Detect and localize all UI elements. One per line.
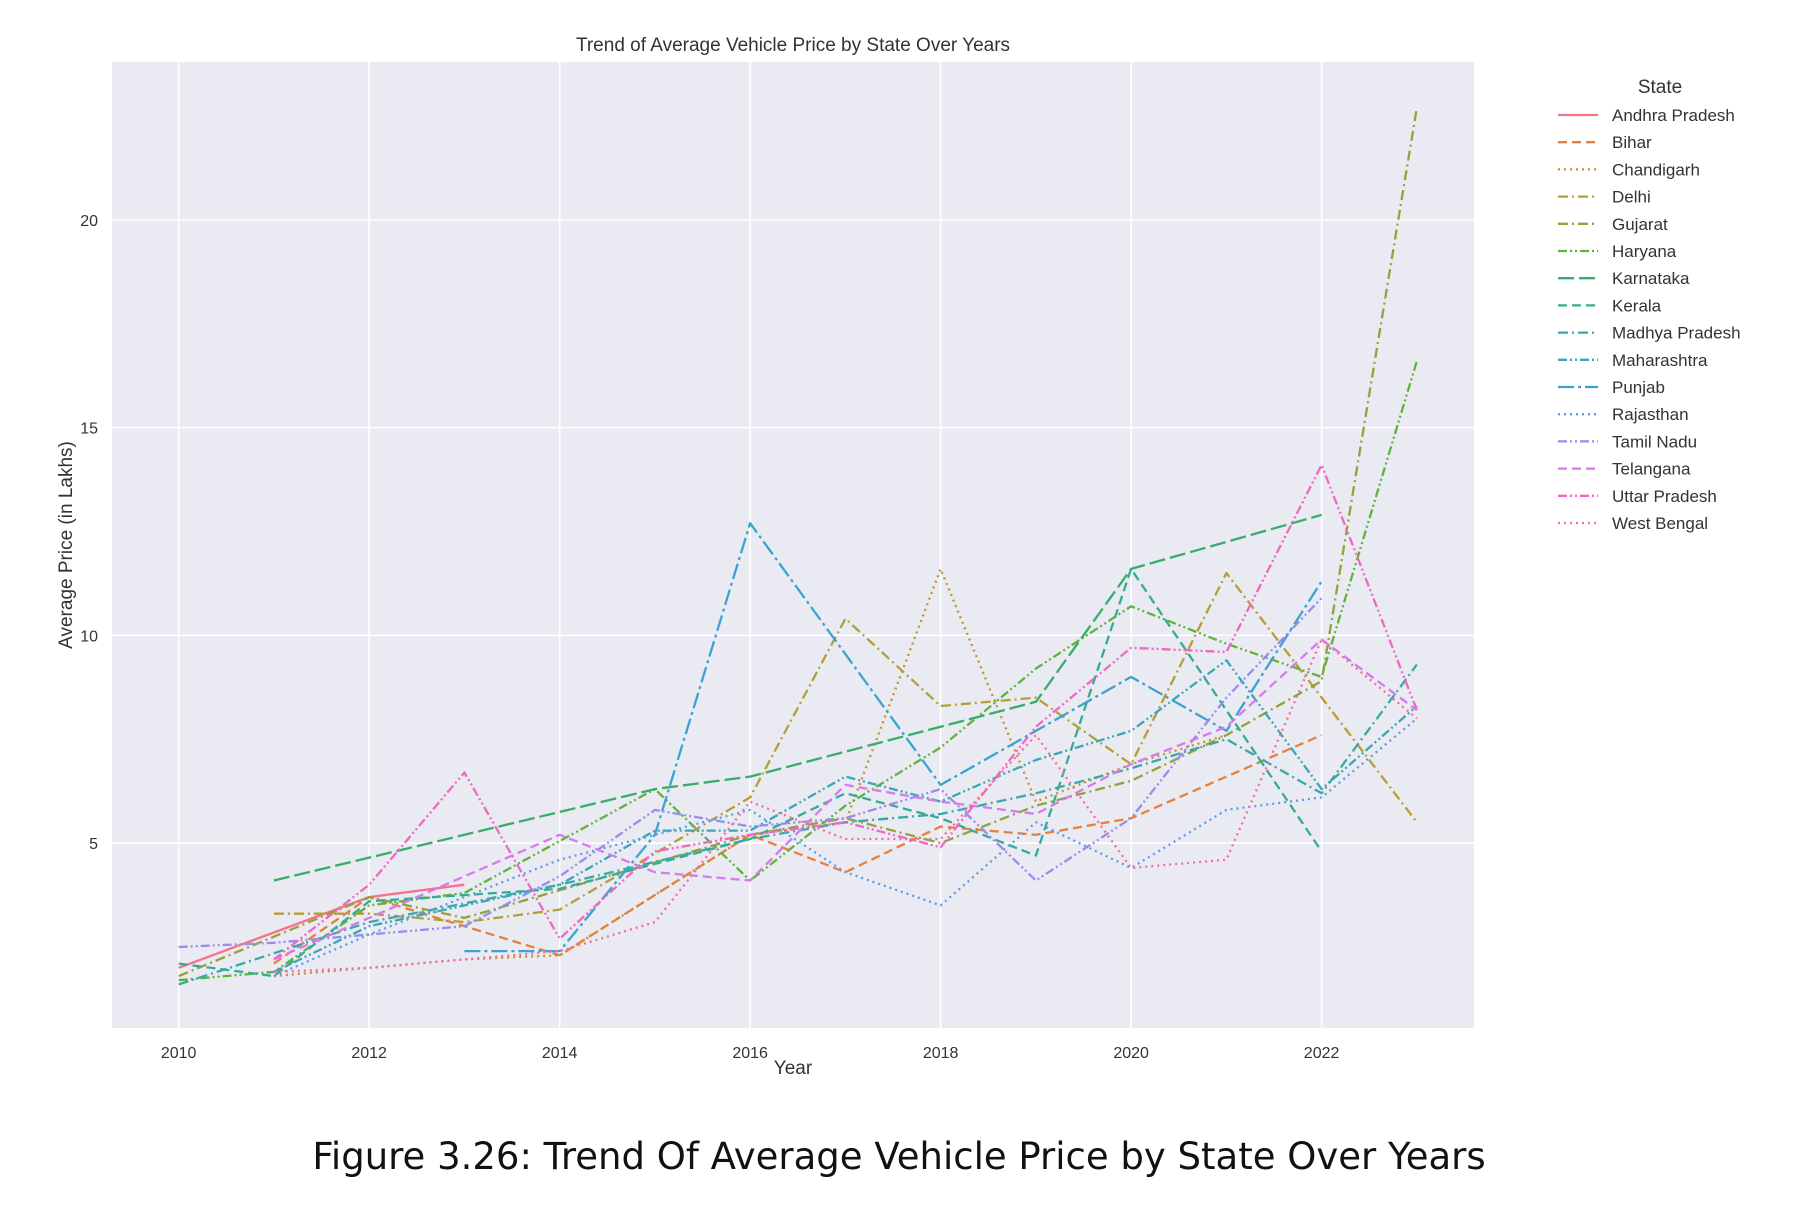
legend-label-uttar-pradesh: Uttar Pradesh bbox=[1612, 487, 1717, 506]
series-line-chandigarh bbox=[273, 567, 1227, 978]
series-line-punjab bbox=[464, 522, 1323, 953]
x-tick-label: 2010 bbox=[161, 1045, 197, 1062]
legend-label-punjab: Punjab bbox=[1612, 378, 1665, 397]
x-tick-label: 2012 bbox=[351, 1045, 387, 1062]
series-lines bbox=[178, 107, 1419, 986]
y-tick-label: 10 bbox=[80, 628, 98, 645]
figure-caption: Figure 3.26: Trend Of Average Vehicle Pr… bbox=[312, 1135, 1486, 1178]
y-tick-label: 5 bbox=[89, 836, 98, 853]
legend-label-maharashtra: Maharashtra bbox=[1612, 351, 1708, 370]
legend-title: State bbox=[1638, 77, 1682, 98]
legend-label-andhra-pradesh: Andhra Pradesh bbox=[1612, 106, 1735, 125]
legend-items: Andhra Pradesh Bihar Chandigarh Delhi Gujara… bbox=[1558, 106, 1741, 533]
chart-title: Trend of Average Vehicle Price by State … bbox=[576, 35, 1010, 56]
x-tick-label: 2018 bbox=[923, 1045, 959, 1062]
legend-label-haryana: Haryana bbox=[1612, 242, 1677, 261]
x-axis-label: Year bbox=[774, 1058, 813, 1079]
y-axis-label: Average Price (in Lakhs) bbox=[56, 441, 77, 649]
legend-label-kerala: Kerala bbox=[1612, 296, 1662, 315]
series-line-karnataka bbox=[273, 513, 1322, 882]
series-line-west-bengal bbox=[273, 638, 1418, 974]
series-line-madhya-pradesh bbox=[178, 663, 1418, 986]
series-line-delhi bbox=[273, 571, 1418, 924]
series-line-telangana bbox=[273, 638, 1418, 961]
legend-label-rajasthan: Rajasthan bbox=[1612, 405, 1689, 424]
series-line-bihar bbox=[273, 734, 1323, 965]
legend-label-west-bengal: West Bengal bbox=[1612, 514, 1708, 533]
y-tick-label: 20 bbox=[80, 213, 98, 230]
x-tick-label: 2016 bbox=[732, 1045, 768, 1062]
plot-area bbox=[112, 62, 1474, 1028]
y-tick-label: 15 bbox=[80, 421, 98, 438]
legend-label-delhi: Delhi bbox=[1612, 188, 1651, 207]
gridlines bbox=[112, 62, 1474, 1028]
x-tick-label: 2022 bbox=[1304, 1045, 1340, 1062]
series-line-rajasthan bbox=[273, 717, 1418, 978]
legend-label-madhya-pradesh: Madhya Pradesh bbox=[1612, 324, 1741, 343]
legend-label-gujarat: Gujarat bbox=[1612, 215, 1668, 234]
x-axis-ticks: 2010 2012 2014 2016 2018 2020 2022 bbox=[161, 1045, 1340, 1062]
series-line-haryana bbox=[178, 360, 1419, 982]
legend-label-tamil-nadu: Tamil Nadu bbox=[1612, 432, 1697, 451]
series-line-tamil-nadu bbox=[178, 597, 1323, 949]
legend: State Andhra Pradesh Bihar Chandigarh Delhi… bbox=[1558, 77, 1741, 533]
legend-label-telangana: Telangana bbox=[1612, 460, 1691, 479]
line-chart: Trend of Average Vehicle Price by State … bbox=[56, 35, 1741, 1079]
legend-label-karnataka: Karnataka bbox=[1612, 269, 1690, 288]
y-axis-ticks: 5 10 15 20 bbox=[80, 213, 98, 853]
legend-label-bihar: Bihar bbox=[1612, 133, 1652, 152]
x-tick-label: 2014 bbox=[542, 1045, 578, 1062]
series-line-uttar-pradesh bbox=[273, 463, 1418, 961]
legend-label-chandigarh: Chandigarh bbox=[1612, 160, 1700, 179]
x-tick-label: 2020 bbox=[1113, 1045, 1149, 1062]
